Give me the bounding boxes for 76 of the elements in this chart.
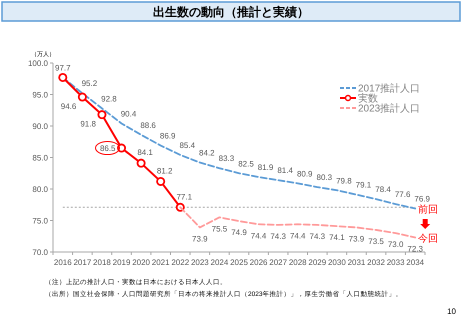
legend-label: 実数 (358, 92, 378, 104)
x-tick-label: 2018 (93, 258, 112, 267)
data-label: 97.7 (55, 63, 72, 72)
x-tick-label: 2025 (230, 258, 248, 267)
point (156, 176, 166, 186)
x-tick-label: 2021 (152, 258, 170, 267)
data-label: 77.1 (176, 192, 193, 202)
data-label: 72.3 (407, 244, 424, 254)
data-label: 73.9 (348, 234, 365, 244)
data-label: 82.5 (238, 159, 254, 168)
y-tick-label: 75.0 (32, 216, 49, 226)
data-label: 94.6 (60, 102, 77, 112)
data-label: 81.2 (156, 166, 174, 176)
data-label: 90.4 (120, 109, 137, 118)
y-tick-label: 90.0 (32, 122, 49, 131)
data-label: 73.9 (192, 234, 208, 244)
data-label: 74.9 (231, 228, 248, 238)
point (97, 110, 106, 120)
data-label: 81.4 (277, 166, 294, 176)
x-tick-label: 2019 (112, 258, 131, 267)
data-label: 74.1 (329, 233, 346, 242)
data-label: 88.6 (140, 120, 156, 130)
data-label: 79.1 (356, 180, 372, 190)
legend-label: 2023推計人口 (358, 102, 420, 114)
point (136, 158, 146, 168)
x-tick-label: 2024 (210, 258, 229, 267)
legend-label: 2017推計人口 (358, 82, 420, 94)
y-tick-label: 100.0 (28, 59, 49, 68)
x-tick-label: 2034 (406, 258, 425, 267)
data-label: 80.9 (296, 169, 314, 178)
data-label: 80.3 (316, 173, 333, 182)
data-label: 74.3 (310, 232, 326, 241)
data-label: 81.9 (258, 163, 274, 172)
y-tick-label: 80.0 (32, 185, 49, 194)
data-label: 83.3 (218, 154, 235, 164)
data-label: 79.8 (336, 176, 352, 186)
data-label: 92.8 (101, 94, 118, 104)
y-tick-label: 85.0 (32, 154, 49, 162)
data-label: 74.4 (290, 231, 306, 240)
x-tick-label: 2023 (190, 258, 210, 267)
data-label: 86.5 (100, 144, 116, 154)
data-label: 84.2 (199, 148, 216, 158)
chart-title: 出生数の動向（推計と実績） (153, 5, 309, 19)
x-tick-label: 2032 (367, 258, 386, 267)
x-tick-label: 2020 (132, 258, 151, 267)
x-tick-label: 2016 (54, 258, 72, 267)
y-tick-label: 95.0 (32, 90, 49, 100)
data-label: 77.6 (394, 190, 411, 200)
data-label: 85.4 (179, 140, 196, 150)
title-box: 出生数の動向（推計と実績） (1, 1, 461, 22)
x-tick-label: 2017 (73, 258, 92, 267)
data-label: 95.2 (82, 79, 98, 88)
point (78, 92, 87, 102)
x-tick-label: 2031 (348, 258, 366, 267)
data-label: 74.4 (250, 231, 267, 240)
annotation: 今回 (418, 232, 438, 245)
point (58, 72, 68, 82)
x-tick-label: 2029 (308, 258, 327, 267)
data-label: 73.0 (388, 240, 404, 250)
x-tick-label: 2027 (269, 258, 288, 267)
text: 10 (447, 307, 457, 316)
data-label: 78.4 (375, 185, 392, 194)
y-tick-label: 70.0 (32, 248, 49, 257)
data-label: 86.9 (160, 132, 176, 141)
x-tick-label: 2022 (171, 258, 190, 267)
data-label: 75.5 (212, 224, 228, 234)
data-label: 91.8 (80, 120, 96, 129)
data-label: 76.9 (414, 194, 431, 204)
data-label: 84.1 (137, 148, 154, 158)
x-tick-label: 2030 (328, 258, 346, 267)
x-tick-label: 2028 (288, 258, 308, 267)
data-label: 73.5 (368, 236, 384, 246)
x-tick-label: 2026 (250, 258, 268, 267)
data-label: 74.3 (270, 232, 286, 241)
annotation: 前回 (418, 204, 438, 216)
x-tick-label: 2033 (386, 258, 406, 267)
